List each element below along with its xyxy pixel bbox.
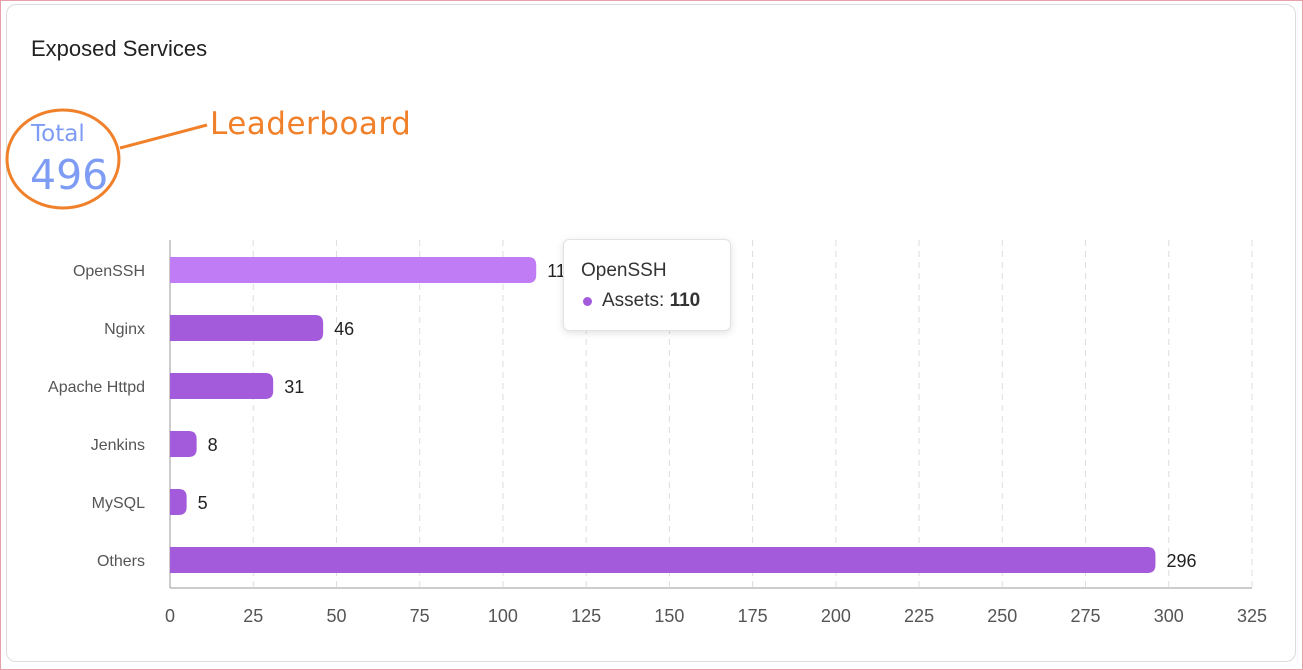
data-label: 46: [334, 319, 354, 339]
x-tick-label: 200: [821, 606, 851, 626]
chart-data-labels: 11 46 31 8 5 296: [198, 261, 1197, 571]
total-label: Total: [31, 121, 85, 147]
bar-apache-httpd: [170, 373, 274, 399]
bar-openssh: [170, 257, 537, 283]
data-label: 11: [547, 261, 566, 281]
chart-category-labels: OpenSSH Nginx Apache Httpd Jenkins MySQL Othe…: [48, 263, 145, 570]
tooltip-metric-value: 110: [669, 290, 701, 311]
x-tick-label: 250: [987, 606, 1017, 626]
x-tick-label: 0: [165, 606, 175, 626]
data-label: 296: [1166, 551, 1196, 571]
chart-grid: [169, 240, 1253, 589]
data-label: 31: [284, 377, 304, 397]
category-label: Apache Httpd: [48, 379, 145, 396]
bar-nginx: [170, 315, 324, 341]
tooltip-metric-label: Assets:: [602, 290, 665, 311]
x-tick-label: 100: [488, 606, 518, 626]
annotation-shapes: [5, 108, 208, 210]
chart-tooltip: OpenSSH Assets: 110: [563, 239, 731, 331]
x-tick-label: 75: [410, 606, 430, 626]
category-label: Nginx: [104, 321, 145, 338]
annotation-connector-line: [119, 123, 208, 150]
data-label: 8: [208, 435, 218, 455]
category-label: Jenkins: [91, 437, 145, 454]
x-tick-label: 50: [326, 606, 346, 626]
bar-mysql: [170, 489, 187, 515]
total-value: 496: [30, 151, 109, 199]
tooltip-title: OpenSSH: [581, 260, 667, 281]
x-tick-label: 325: [1237, 606, 1267, 626]
bar-others: [170, 547, 1156, 573]
chart-tick-labels: 0 25 50 75 100 125 150 175 200 225 250 275 300 325: [165, 606, 1267, 626]
x-tick-label: 225: [904, 606, 934, 626]
annotation-label: Leaderboard: [210, 106, 412, 142]
x-tick-label: 25: [243, 606, 263, 626]
chart-bars: [170, 257, 1156, 573]
x-tick-label: 275: [1071, 606, 1101, 626]
x-tick-label: 150: [654, 606, 684, 626]
tooltip-metric: Assets: 110: [602, 290, 700, 312]
data-label: 5: [198, 493, 208, 513]
x-tick-label: 300: [1154, 606, 1184, 626]
x-tick-label: 175: [738, 606, 768, 626]
card-title: Exposed Services: [31, 36, 208, 61]
category-label: MySQL: [92, 495, 145, 512]
category-label: OpenSSH: [73, 263, 145, 280]
bar-jenkins: [170, 431, 197, 457]
x-tick-label: 125: [571, 606, 601, 626]
annotation-circle: [5, 108, 121, 210]
tooltip-series-dot: [583, 297, 592, 306]
category-label: Others: [97, 553, 145, 570]
